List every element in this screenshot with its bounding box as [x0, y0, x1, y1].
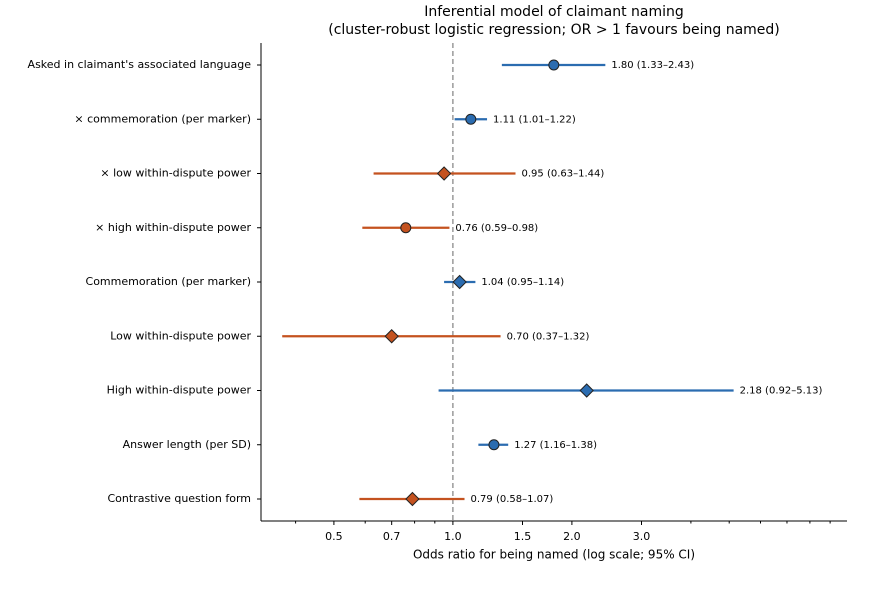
point-estimate: [452, 274, 467, 290]
y-tick-label: Answer length (per SD): [123, 438, 251, 451]
y-tick-label: × low within-dispute power: [100, 167, 251, 180]
point-estimate: [384, 329, 399, 344]
value-label: 1.04 (0.95–1.14): [481, 277, 564, 288]
y-tick-label: × commemoration (per marker): [74, 112, 251, 125]
value-label: 0.70 (0.37–1.32): [507, 331, 590, 342]
point-estimate: [548, 59, 560, 71]
y-tick-label: Asked in claimant's associated language: [28, 58, 252, 71]
value-label: 0.79 (0.58–1.07): [471, 494, 554, 505]
y-tick-label: Commemoration (per marker): [86, 275, 251, 288]
x-axis-label: Odds ratio for being named (log scale; 9…: [413, 548, 695, 562]
value-label: 2.18 (0.92–5.13): [740, 386, 823, 397]
x-tick-label: 0.5: [325, 530, 343, 543]
y-tick-label: High within-dispute power: [107, 384, 252, 397]
x-tick-label: 0.7: [383, 530, 401, 543]
chart-subtitle: (cluster-robust logistic regression; OR …: [328, 22, 780, 38]
point-estimate: [436, 166, 452, 181]
value-label: 1.27 (1.16–1.38): [514, 440, 597, 451]
x-tick-label: 3.0: [633, 530, 651, 543]
chart-title: Inferential model of claimant naming: [424, 4, 684, 20]
x-tick-label: 1.0: [444, 530, 462, 543]
y-tick-label: Low within-dispute power: [110, 329, 251, 342]
point-estimate: [405, 491, 420, 507]
value-label: 1.80 (1.33–2.43): [611, 60, 694, 71]
y-tick-label: Contrastive question form: [108, 492, 252, 505]
value-label: 0.95 (0.63–1.44): [522, 169, 605, 180]
x-tick-label: 1.5: [514, 530, 532, 543]
point-estimate: [400, 222, 412, 234]
y-tick-label: × high within-dispute power: [95, 221, 251, 234]
value-label: 0.76 (0.59–0.98): [455, 223, 538, 234]
x-tick-label: 2.0: [563, 530, 581, 543]
point-estimate: [579, 383, 594, 398]
point-estimate: [488, 439, 500, 451]
value-label: 1.11 (1.01–1.22): [493, 114, 576, 125]
point-estimate: [465, 113, 477, 125]
